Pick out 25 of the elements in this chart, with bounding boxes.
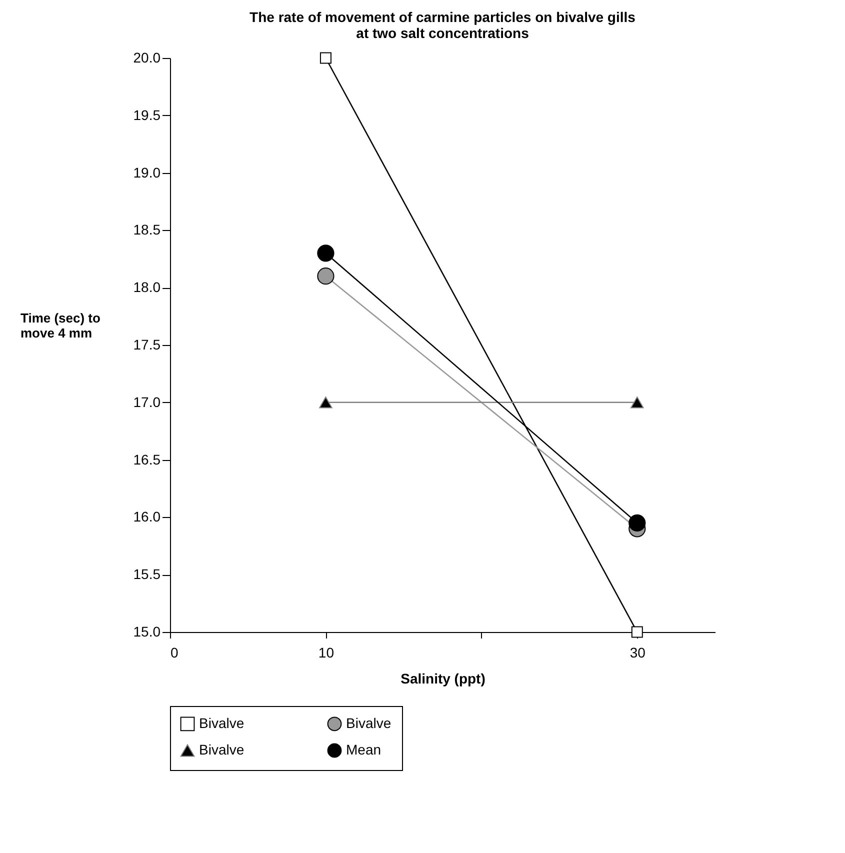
y-tick-label: 15.0: [133, 624, 161, 640]
legend-label: Bivalve: [346, 714, 392, 731]
chart-title: The rate of movement of carmine particles on bivalve gills at two salt concentrations: [250, 8, 636, 41]
point: [628, 514, 646, 532]
y-tick-label: 16.0: [133, 508, 161, 525]
point: [317, 268, 334, 285]
x-tick-label: 0: [170, 644, 178, 660]
y-tick-label: 16.5: [133, 451, 161, 468]
y-tick-label: 18.5: [133, 222, 161, 238]
legend-label: Bivalve: [199, 714, 244, 731]
y-tick-label: 15.5: [133, 566, 161, 582]
legend-label: Mean: [346, 742, 382, 758]
y-tick-label: 17.5: [133, 336, 161, 352]
point: [320, 52, 332, 64]
legend-label: Bivalve: [199, 742, 244, 758]
point: [317, 244, 334, 262]
y-tick-label: 18.0: [133, 279, 161, 296]
y-tick-label: 20.0: [133, 50, 161, 66]
y-axis-title: Time (sec) to move 4 mm: [20, 310, 101, 340]
x-tick-label: 10: [318, 644, 334, 660]
y-tick-label: 19.5: [133, 106, 161, 123]
x-axis-title: Salinity (ppt): [400, 670, 486, 686]
x-tick-label: 30: [630, 644, 646, 660]
y-tick-label: 19.0: [133, 164, 161, 180]
y-tick-label: 17.0: [133, 394, 161, 410]
